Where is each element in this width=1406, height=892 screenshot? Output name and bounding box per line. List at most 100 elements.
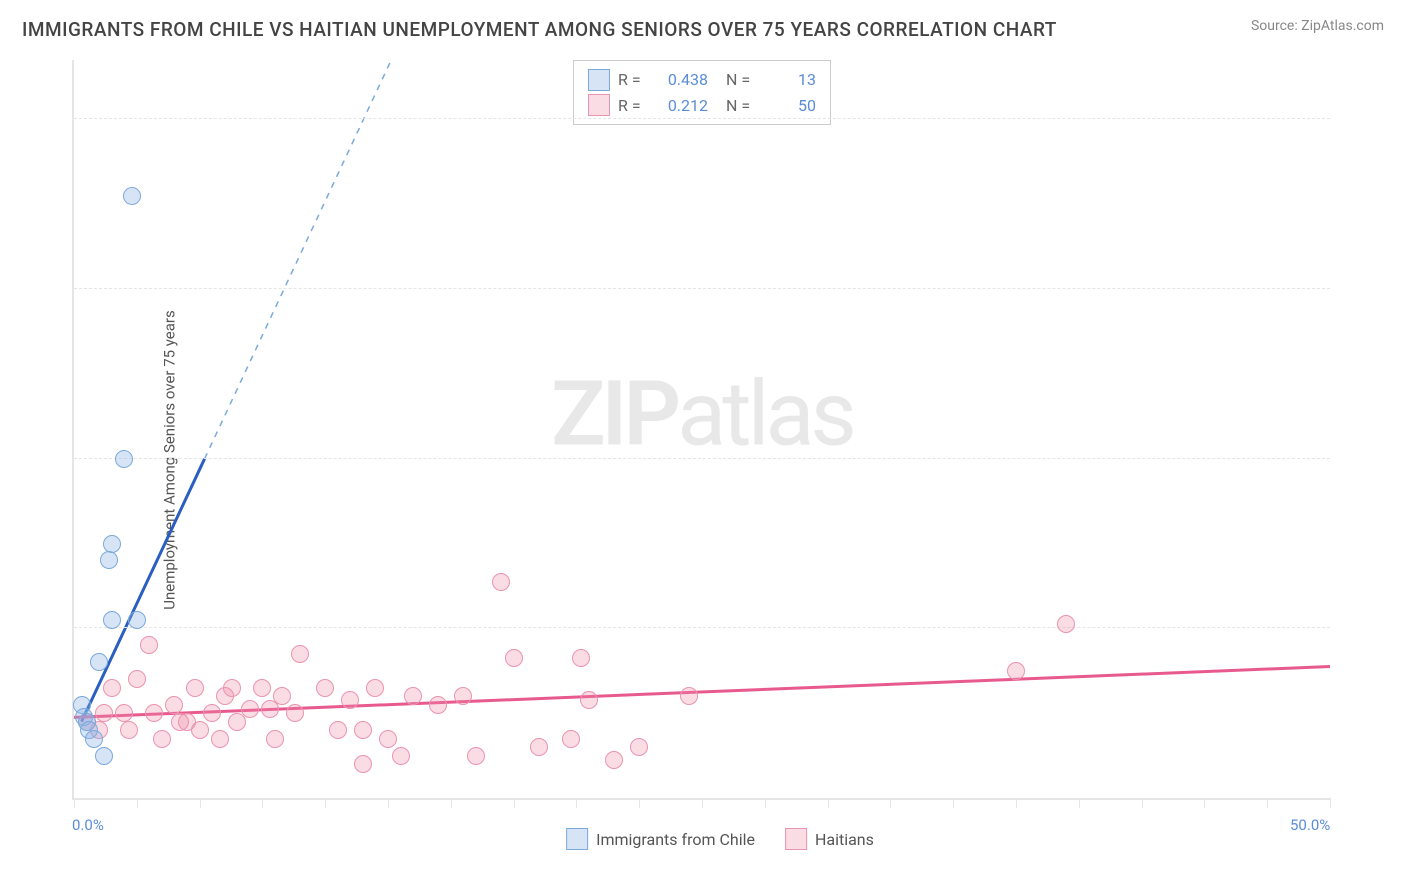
data-point — [680, 687, 698, 705]
x-tick — [1079, 798, 1080, 808]
data-point — [366, 679, 384, 697]
series-legend: Immigrants from Chile Haitians — [566, 828, 874, 850]
data-point — [605, 751, 623, 769]
data-point — [505, 649, 523, 667]
data-point — [115, 704, 133, 722]
data-point — [85, 730, 103, 748]
chart-title: IMMIGRANTS FROM CHILE VS HAITIAN UNEMPLO… — [22, 18, 1057, 41]
x-tick — [388, 798, 389, 808]
data-point — [140, 636, 158, 654]
r-label: R = — [618, 93, 650, 119]
data-point — [100, 551, 118, 569]
data-point — [223, 679, 241, 697]
data-point — [273, 687, 291, 705]
data-point — [103, 535, 121, 553]
data-point — [241, 700, 259, 718]
gridline — [74, 288, 1330, 289]
legend-item-1: Immigrants from Chile — [566, 828, 755, 850]
x-tick — [828, 798, 829, 808]
x-tick — [325, 798, 326, 808]
data-point — [153, 730, 171, 748]
data-point — [630, 738, 648, 756]
legend-swatch-2 — [785, 828, 807, 850]
x-tick — [953, 798, 954, 808]
correlation-legend: R = 0.438 N = 13 R = 0.212 N = 50 — [573, 60, 831, 125]
data-point — [266, 730, 284, 748]
x-tick — [890, 798, 891, 808]
x-tick — [576, 798, 577, 808]
x-tick — [514, 798, 515, 808]
data-point — [128, 670, 146, 688]
legend-label-1: Immigrants from Chile — [596, 830, 755, 849]
data-point — [90, 653, 108, 671]
gridline — [74, 458, 1330, 459]
data-point — [329, 721, 347, 739]
data-point — [580, 691, 598, 709]
data-point — [253, 679, 271, 697]
x-tick — [702, 798, 703, 808]
x-tick — [1204, 798, 1205, 808]
chart-container: Unemployment Among Seniors over 75 years… — [50, 60, 1390, 860]
x-tick — [765, 798, 766, 808]
data-point — [103, 679, 121, 697]
x-tick — [1267, 798, 1268, 808]
x-tick — [451, 798, 452, 808]
data-point — [562, 730, 580, 748]
data-point — [354, 721, 372, 739]
data-point — [467, 747, 485, 765]
correlation-row-1: R = 0.438 N = 13 — [588, 67, 816, 93]
r-value-1: 0.438 — [658, 67, 708, 93]
x-tick — [74, 798, 75, 808]
data-point — [379, 730, 397, 748]
data-point — [165, 696, 183, 714]
x-tick-label: 50.0% — [1290, 816, 1330, 834]
data-point — [341, 691, 359, 709]
data-point — [1007, 662, 1025, 680]
data-point — [120, 721, 138, 739]
data-point — [354, 755, 372, 773]
correlation-row-2: R = 0.212 N = 50 — [588, 93, 816, 119]
data-point — [186, 679, 204, 697]
data-point — [128, 611, 146, 629]
data-point — [454, 687, 472, 705]
data-point — [123, 187, 141, 205]
x-tick-label: 0.0% — [72, 816, 104, 834]
data-point — [492, 573, 510, 591]
data-point — [316, 679, 334, 697]
data-point — [95, 704, 113, 722]
data-point — [392, 747, 410, 765]
n-label: N = — [726, 93, 758, 119]
data-point — [178, 713, 196, 731]
data-point — [286, 704, 304, 722]
data-point — [103, 611, 121, 629]
gridline — [74, 627, 1330, 628]
x-tick — [137, 798, 138, 808]
data-point — [530, 738, 548, 756]
data-point — [203, 704, 221, 722]
x-tick — [262, 798, 263, 808]
data-point — [211, 730, 229, 748]
x-tick — [1016, 798, 1017, 808]
legend-swatch-1 — [566, 828, 588, 850]
header: IMMIGRANTS FROM CHILE VS HAITIAN UNEMPLO… — [0, 0, 1406, 41]
data-point — [404, 687, 422, 705]
data-point — [429, 696, 447, 714]
data-point — [1057, 615, 1075, 633]
n-value-1: 13 — [766, 67, 816, 93]
legend-item-2: Haitians — [785, 828, 874, 850]
legend-label-2: Haitians — [815, 830, 874, 849]
plot-area: ZIPatlas R = 0.438 N = 13 R = 0.212 N = … — [72, 60, 1330, 800]
data-point — [115, 450, 133, 468]
data-point — [95, 747, 113, 765]
data-point — [572, 649, 590, 667]
swatch-series1 — [588, 69, 610, 91]
r-label: R = — [618, 67, 650, 93]
r-value-2: 0.212 — [658, 93, 708, 119]
x-tick — [639, 798, 640, 808]
x-tick — [200, 798, 201, 808]
n-value-2: 50 — [766, 93, 816, 119]
x-tick — [1142, 798, 1143, 808]
gridline — [74, 118, 1330, 119]
x-tick — [1330, 798, 1331, 808]
swatch-series2 — [588, 94, 610, 116]
